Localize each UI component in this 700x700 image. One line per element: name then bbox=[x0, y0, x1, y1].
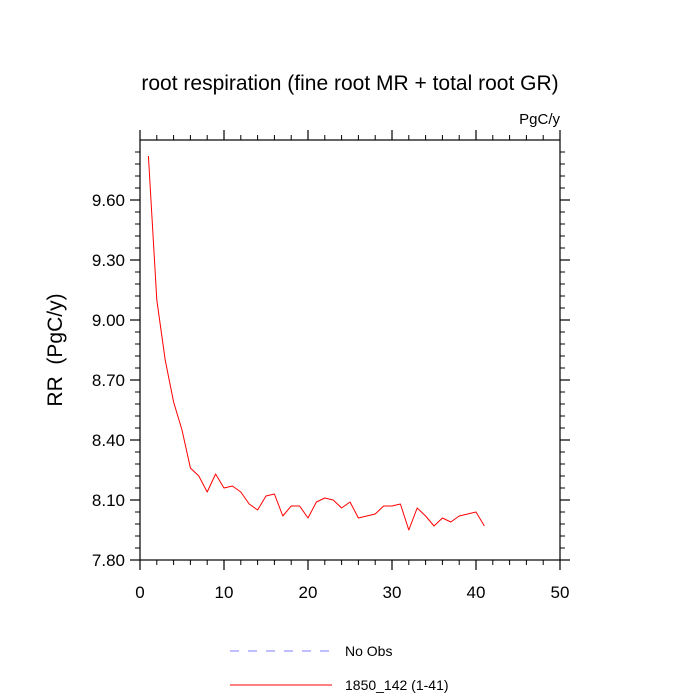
axis-ticks: 0 10 20 30 40 50 7.80 8.10 8.40 8.70 9.00 9.30 9.60 bbox=[92, 130, 570, 602]
y-tick-label: 9.30 bbox=[92, 251, 125, 270]
legend: No Obs 1850_142 (1-41) bbox=[230, 643, 449, 693]
x-tick-label: 40 bbox=[467, 583, 486, 602]
x-tick-label: 10 bbox=[215, 583, 234, 602]
y-tick-label: 9.00 bbox=[92, 311, 125, 330]
y-tick-label: 7.80 bbox=[92, 551, 125, 570]
x-tick-label: 50 bbox=[551, 583, 570, 602]
series-line bbox=[147, 155, 485, 531]
plot-frame bbox=[139, 139, 561, 561]
y-tick-label: 8.40 bbox=[92, 431, 125, 450]
legend-label: No Obs bbox=[345, 643, 392, 659]
y-axis-label: RR (PgC/y) bbox=[44, 293, 67, 406]
x-tick-label: 0 bbox=[135, 583, 144, 602]
chart-title: root respiration (fine root MR + total r… bbox=[141, 72, 558, 95]
y-tick-label: 8.70 bbox=[92, 371, 125, 390]
y-tick-label: 9.60 bbox=[92, 191, 125, 210]
legend-label: 1850_142 (1-41) bbox=[345, 677, 449, 693]
series-layer bbox=[147, 155, 485, 531]
x-tick-label: 20 bbox=[299, 583, 318, 602]
y-tick-label: 8.10 bbox=[92, 491, 125, 510]
units-label: PgC/y bbox=[519, 111, 560, 128]
x-tick-label: 30 bbox=[383, 583, 402, 602]
